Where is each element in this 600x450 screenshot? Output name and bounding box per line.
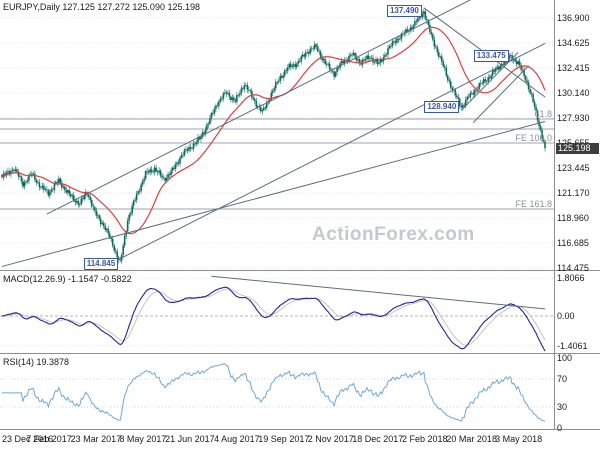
rsi-header: RSI(14) 19.3878 (3, 357, 70, 367)
macd-header: MACD(12.26.9) -1.1547 -0.5822 (3, 274, 132, 284)
current-price-tag: 125.198 (556, 142, 599, 154)
symbol-ohlc-header: EURJPY,Daily 127.125 127.272 125.090 125… (3, 2, 200, 12)
watermark: ActionForex.com (312, 224, 475, 245)
